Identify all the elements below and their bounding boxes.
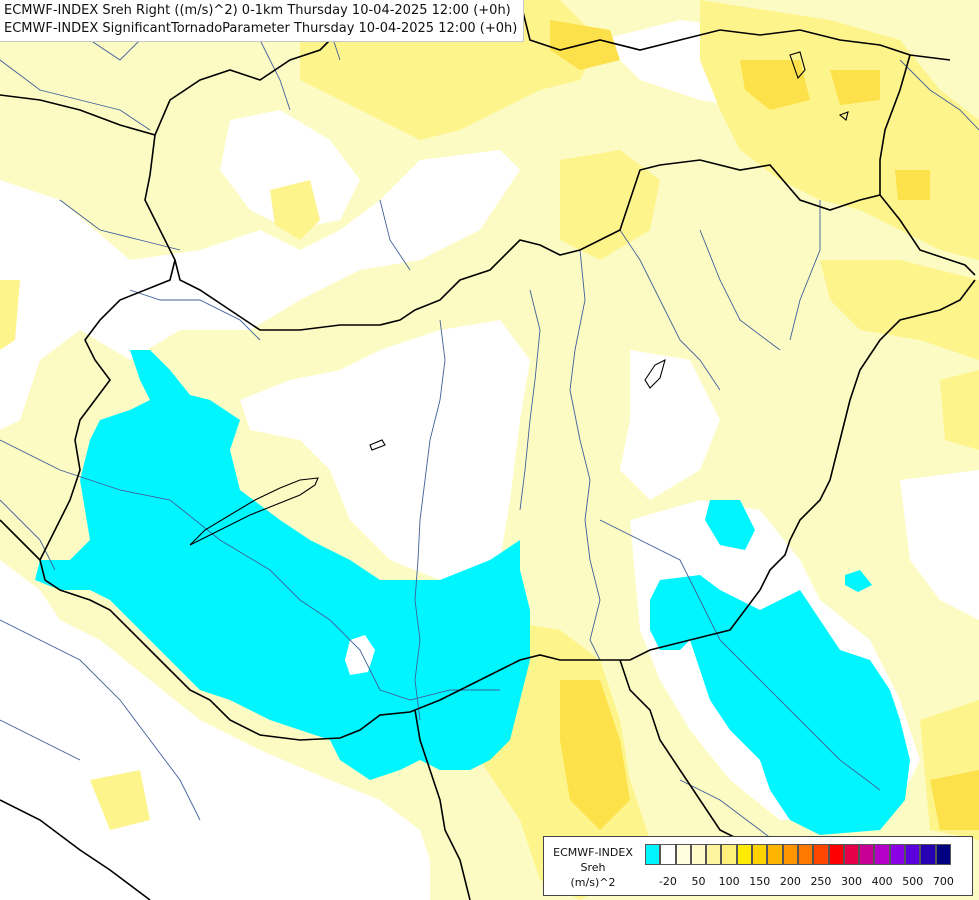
legend-tick-label: 500 <box>902 875 924 888</box>
legend-tick-label: 50 <box>691 875 706 888</box>
legend-swatches <box>645 844 951 865</box>
legend-label-parameter: Sreh <box>580 861 606 874</box>
rivers <box>0 0 979 861</box>
legend-label-unit: (m/s)^2 <box>570 876 616 889</box>
legend-tick-label: -20 <box>658 875 677 888</box>
legend-label-source: ECMWF-INDEX <box>553 846 633 859</box>
legend-tick-label: 400 <box>871 875 893 888</box>
legend-swatch <box>797 844 814 865</box>
legend-swatch <box>660 844 676 865</box>
legend-swatch <box>767 844 783 865</box>
legend-swatch <box>859 844 875 865</box>
legend-swatch <box>645 844 661 865</box>
legend-swatch <box>920 844 936 865</box>
legend-swatch <box>706 844 722 865</box>
legend-label: ECMWF-INDEX Sreh (m/s)^2 <box>546 845 640 890</box>
legend-tick-label: 250 <box>810 875 832 888</box>
legend-swatch <box>889 844 906 865</box>
legend-tick-label: 700 <box>932 875 954 888</box>
legend-swatch <box>782 844 798 865</box>
strong-yellow-zones <box>550 20 979 830</box>
title-line-stp: ECMWF-INDEX SignificantTornadoParameter … <box>4 21 518 36</box>
legend-swatch <box>828 844 844 865</box>
legend-swatch <box>675 844 691 865</box>
legend-swatch <box>752 844 768 865</box>
legend-tick-label: 300 <box>841 875 863 888</box>
legend-swatch <box>935 844 951 865</box>
map-title: ECMWF-INDEX Sreh Right ((m/s)^2) 0-1km T… <box>0 0 525 42</box>
cyan-zones <box>35 350 910 835</box>
legend-tick-label: 150 <box>749 875 771 888</box>
title-line-sreh: ECMWF-INDEX Sreh Right ((m/s)^2) 0-1km T… <box>4 3 511 18</box>
legend-swatch <box>905 844 921 865</box>
legend-tick-label: 100 <box>718 875 740 888</box>
legend-swatch <box>690 844 707 865</box>
legend-ticks: -20 50 100 150 200 250 300 400 500 700 <box>645 875 975 889</box>
legend-swatch <box>736 844 753 865</box>
legend-swatch <box>813 844 829 865</box>
lakes <box>189 51 849 546</box>
legend-swatch <box>721 844 737 865</box>
legend-tick-label: 200 <box>779 875 801 888</box>
legend-swatch <box>874 844 890 865</box>
legend-swatch <box>843 844 860 865</box>
color-legend: ECMWF-INDEX Sreh (m/s)^2 -20 50 100 150 200 2… <box>543 836 973 896</box>
